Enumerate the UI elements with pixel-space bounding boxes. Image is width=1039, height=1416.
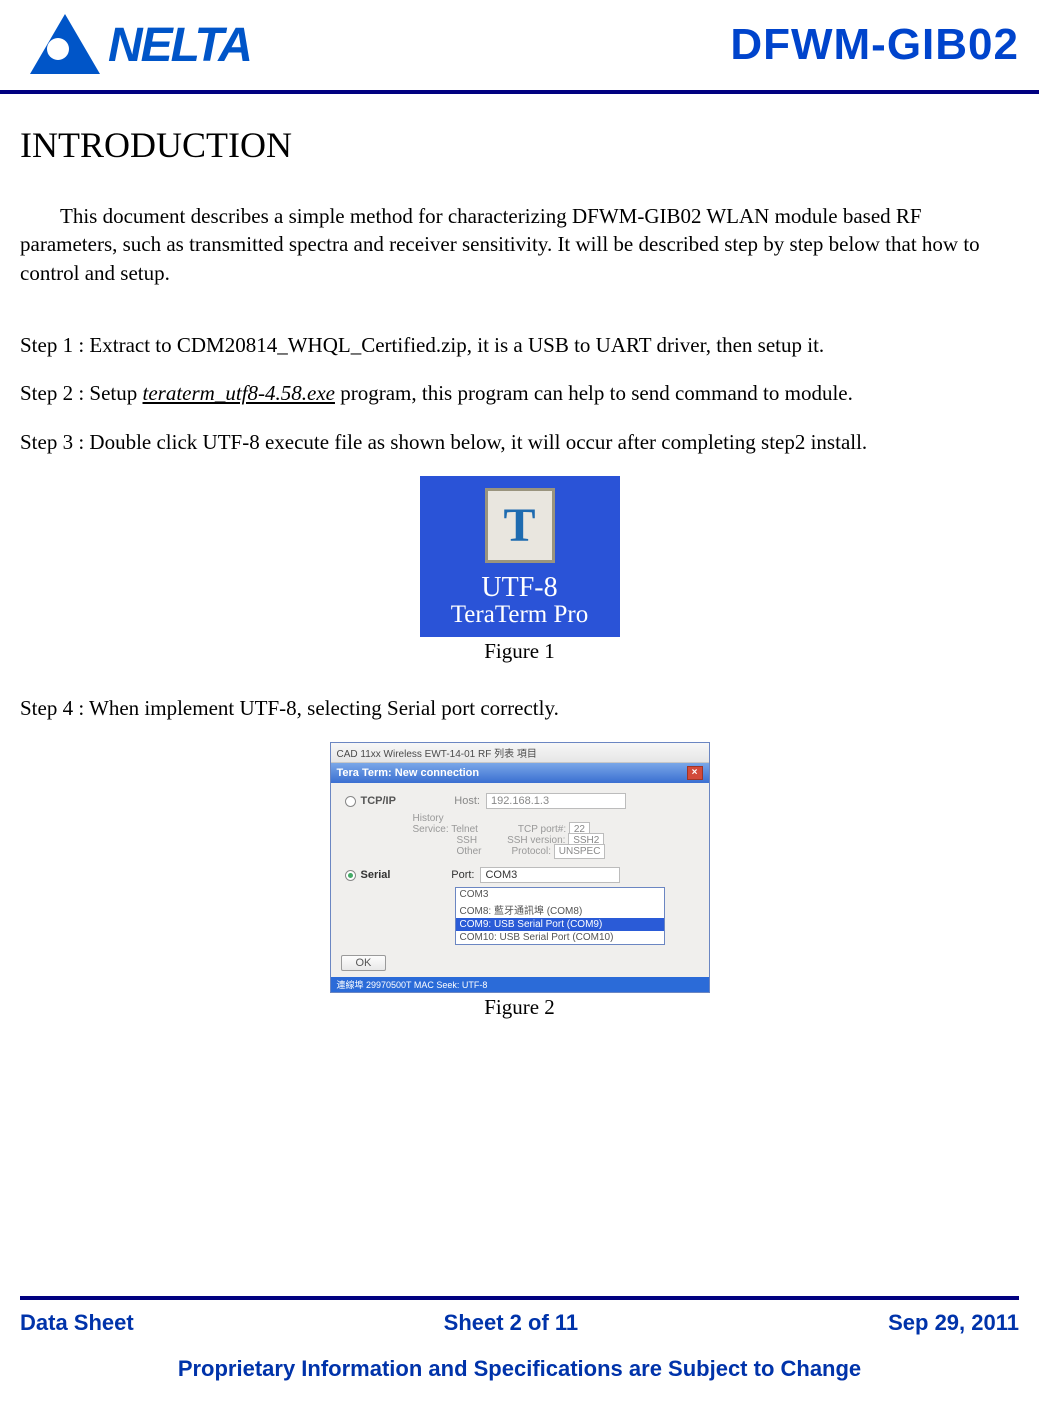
footer-row: Data Sheet Sheet 2 of 11 Sep 29, 2011 — [20, 1310, 1019, 1336]
serial-label: Serial — [361, 869, 391, 881]
step-2-suffix: program, this program can help to send c… — [335, 381, 853, 405]
icon-label-utf8: UTF-8 — [426, 573, 614, 602]
other-radio-label: Other — [457, 846, 482, 857]
step-1: Step 1 : Extract to CDM20814_WHQL_Certif… — [20, 331, 1019, 359]
footer-left: Data Sheet — [20, 1310, 134, 1336]
teraterm-t-icon: T — [485, 488, 555, 563]
service-block: History Service: Telnet TCP port#: 22 SS… — [413, 813, 699, 857]
port-select[interactable]: COM3 — [480, 867, 620, 883]
host-label: Host: — [420, 795, 480, 807]
serial-radio[interactable] — [345, 870, 356, 881]
dialog-statusbar: 連線埠 29970500T MAC Seek: UTF-8 — [331, 977, 709, 992]
dialog-button-row: OK — [331, 951, 709, 977]
port-option[interactable]: COM8: 藍牙通訊埠 (COM8) — [456, 901, 664, 918]
dialog-title-text: Tera Term: New connection — [337, 767, 480, 779]
telnet-radio-label: Telnet — [451, 824, 478, 835]
footer-page-total: of 11 — [522, 1310, 578, 1335]
port-label: Port: — [414, 869, 474, 881]
section-title: INTRODUCTION — [20, 124, 1019, 166]
page-footer: Data Sheet Sheet 2 of 11 Sep 29, 2011 Pr… — [20, 1296, 1019, 1382]
ssh-radio-label: SSH — [457, 835, 478, 846]
port-option[interactable]: COM10: USB Serial Port (COM10) — [456, 931, 664, 944]
icon-label-teraterm: TeraTerm Pro — [426, 602, 614, 628]
footer-page-current: 2 — [510, 1310, 522, 1335]
step-2: Step 2 : Setup teraterm_utf8-4.58.exe pr… — [20, 379, 1019, 407]
dialog-menubar: CAD 11xx Wireless EWT-14-01 RF 列表 項目 — [331, 743, 709, 763]
footer-note: Proprietary Information and Specificatio… — [20, 1356, 1019, 1382]
port-option[interactable]: COM3 — [456, 888, 664, 901]
host-input[interactable]: 192.168.1.3 — [486, 793, 626, 809]
figure-2-block: CAD 11xx Wireless EWT-14-01 RF 列表 項目 Ter… — [20, 742, 1019, 1020]
protocol-label: Protocol: — [512, 846, 551, 857]
ok-button[interactable]: OK — [341, 955, 387, 971]
content-area: INTRODUCTION This document describes a s… — [0, 94, 1039, 1020]
service-label: Service: — [413, 824, 449, 835]
figure-1-block: T UTF-8 TeraTerm Pro Figure 1 — [20, 476, 1019, 664]
step-2-filename: teraterm_utf8-4.58.exe — [143, 381, 335, 405]
delta-logo-icon — [30, 10, 100, 80]
footer-date: Sep 29, 2011 — [888, 1310, 1019, 1336]
brand-name: NELTA — [108, 18, 251, 73]
logo-block: NELTA — [30, 10, 251, 80]
figure-1-caption: Figure 1 — [20, 639, 1019, 664]
step-2-prefix: Step 2 : Setup — [20, 381, 143, 405]
footer-sheet-label: Sheet — [444, 1310, 510, 1335]
dialog-body: TCP/IP Host: 192.168.1.3 History Service… — [331, 783, 709, 951]
figure-2-caption: Figure 2 — [20, 995, 1019, 1020]
document-code: DFWM-GIB02 — [730, 20, 1019, 70]
port-dropdown-list[interactable]: COM3 COM8: 藍牙通訊埠 (COM8) COM9: USB Serial… — [455, 887, 665, 945]
step-4: Step 4 : When implement UTF-8, selecting… — [20, 694, 1019, 722]
history-checkbox-label: History — [413, 813, 444, 824]
close-icon[interactable]: × — [687, 766, 703, 780]
tcpip-radio[interactable] — [345, 796, 356, 807]
tcpip-label: TCP/IP — [361, 795, 396, 807]
page-header: NELTA DFWM-GIB02 — [0, 0, 1039, 94]
port-option-selected[interactable]: COM9: USB Serial Port (COM9) — [456, 918, 664, 931]
dialog-titlebar: Tera Term: New connection × — [331, 763, 709, 783]
teraterm-shortcut-icon: T UTF-8 TeraTerm Pro — [420, 476, 620, 637]
intro-paragraph: This document describes a simple method … — [20, 202, 1019, 287]
tcpport-label: TCP port#: — [518, 824, 566, 835]
footer-center: Sheet 2 of 11 — [134, 1310, 888, 1336]
step-3: Step 3 : Double click UTF-8 execute file… — [20, 428, 1019, 456]
teraterm-dialog: CAD 11xx Wireless EWT-14-01 RF 列表 項目 Ter… — [330, 742, 710, 993]
protocol-select[interactable]: UNSPEC — [554, 844, 606, 859]
